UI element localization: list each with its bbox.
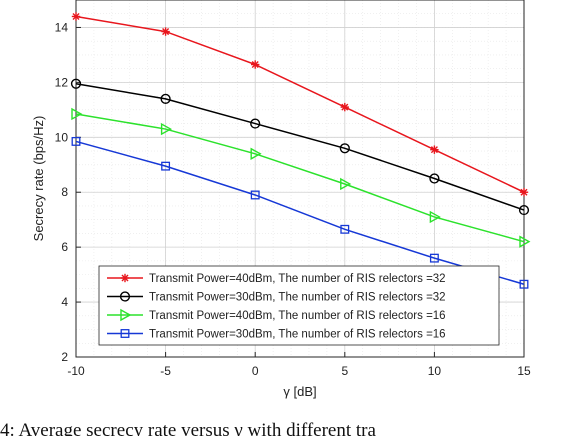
series-3-point — [340, 177, 352, 191]
series-3-point — [250, 147, 262, 160]
figure-caption: 4: Average secrecy rate versus γ with di… — [0, 416, 566, 436]
series-line-3 — [75, 113, 525, 243]
series-2-point — [429, 173, 440, 184]
series-3-point — [71, 107, 83, 121]
legend-marker-4 — [120, 329, 130, 338]
series-2-point — [339, 143, 350, 154]
series-4-point — [340, 224, 350, 234]
series-2-point — [160, 93, 171, 104]
x-tick-label: -10 — [67, 364, 85, 378]
x-tick-label: 10 — [428, 364, 442, 378]
series-1-point — [430, 146, 438, 154]
series-4-point — [429, 253, 439, 263]
y-tick-label: 8 — [61, 185, 68, 199]
x-axis-label: γ [dB] — [283, 384, 316, 399]
series-1-point — [341, 103, 349, 111]
series-4-point — [519, 279, 529, 289]
series-4-point — [71, 136, 81, 146]
series-2-point — [518, 204, 530, 216]
legend-marker-2 — [119, 291, 131, 302]
x-tick-label: 0 — [252, 364, 259, 378]
legend-entry-4: Transmit Power=30dBm, The number of RIS … — [149, 329, 446, 341]
y-axis-label: Secrecy rate (bps/Hz) — [31, 116, 46, 242]
series-3-point — [519, 235, 531, 248]
legend-entry-1: Transmit Power=40dBm, The number of RIS … — [149, 273, 446, 285]
y-tick-label: 2 — [61, 350, 68, 364]
series-4-point — [250, 190, 260, 200]
caption-text: 4: Average secrecy rate versus γ with di… — [0, 420, 376, 436]
series-4-point — [161, 161, 171, 171]
legend-box — [98, 265, 500, 346]
series-line-4 — [75, 140, 525, 285]
y-tick-label: 14 — [55, 20, 69, 34]
x-tick-label: 5 — [341, 364, 348, 378]
series-1-point — [520, 188, 528, 196]
axes-box — [75, 0, 525, 358]
series-2-point — [70, 78, 82, 89]
series-2-point — [250, 118, 261, 129]
y-tick-label: 4 — [61, 295, 68, 309]
series-line-2 — [75, 83, 525, 211]
y-tick-label: 10 — [55, 130, 69, 144]
y-tick-label: 12 — [55, 75, 69, 89]
series-1-point — [72, 12, 80, 20]
legend-marker-1 — [121, 274, 129, 282]
legend-marker-3 — [120, 308, 132, 322]
series-1-point — [162, 28, 170, 36]
series-3-point — [160, 122, 173, 136]
series-line-1 — [75, 15, 525, 193]
y-tick-label: 6 — [61, 240, 68, 254]
series-1-point — [251, 61, 259, 69]
legend-entry-3: Transmit Power=40dBm, The number of RIS … — [149, 310, 446, 322]
series-3-point — [429, 210, 441, 224]
x-tick-label: 15 — [517, 364, 531, 378]
legend-entry-2: Transmit Power=30dBm, The number of RIS … — [149, 292, 446, 304]
x-tick-label: -5 — [160, 364, 171, 378]
